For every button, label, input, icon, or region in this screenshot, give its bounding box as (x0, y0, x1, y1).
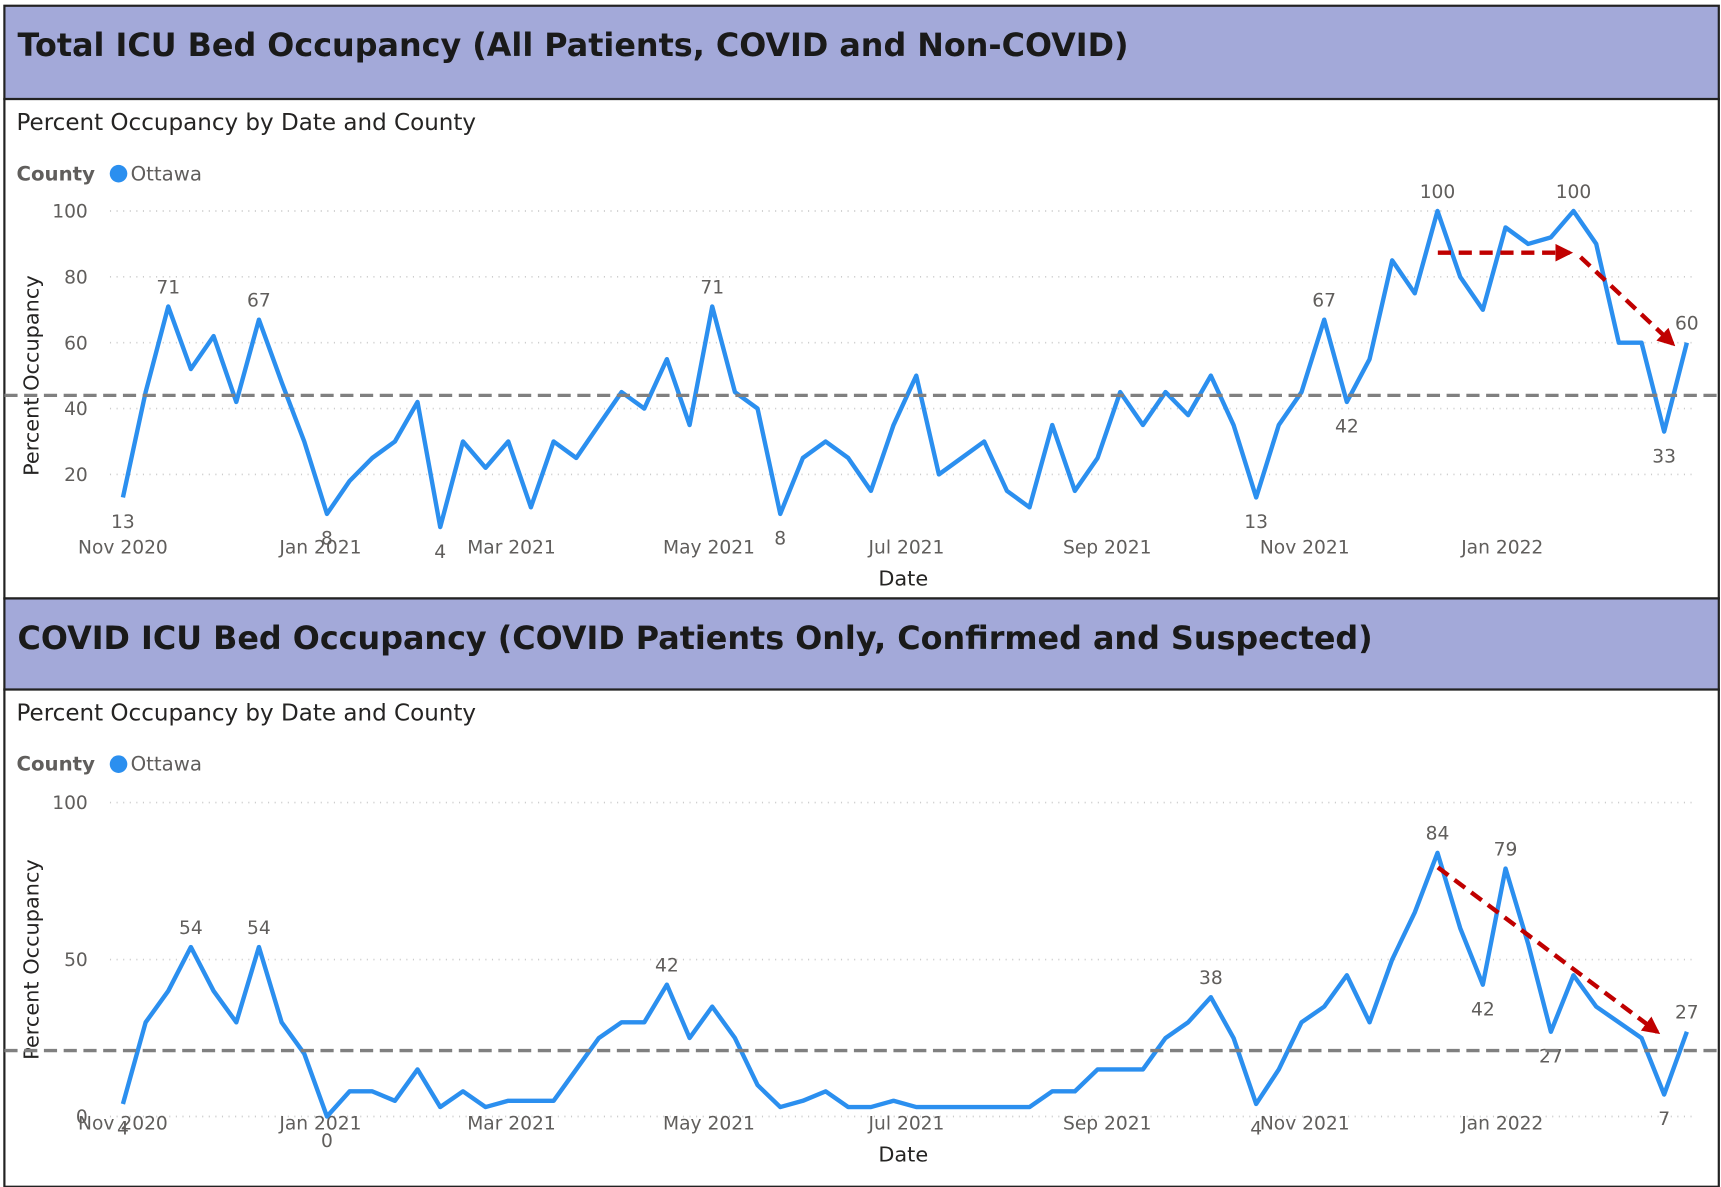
data-label: 13 (111, 512, 135, 533)
x-tick-label: Jan 2021 (278, 1114, 361, 1135)
series-line (120, 850, 1689, 1119)
data-label: 71 (156, 277, 180, 298)
data-label: 0 (321, 1131, 333, 1152)
x-axis-label: Date (878, 566, 928, 590)
chart-panel (3, 688, 1720, 1187)
x-tick-label: Jul 2021 (868, 1114, 945, 1135)
y-tick-label: 100 (52, 202, 88, 223)
data-label: 13 (1244, 512, 1268, 533)
data-label: 33 (1652, 446, 1676, 467)
data-label: 7 (1658, 1109, 1670, 1130)
legend-marker (109, 164, 128, 183)
y-tick-label: 60 (64, 333, 88, 354)
y-axis-label: Percent Occupancy (19, 275, 43, 476)
data-label: 67 (247, 290, 271, 311)
chart-subtitle: Percent Occupancy by Date and County (16, 700, 476, 726)
x-tick-label: Jan 2022 (1460, 537, 1543, 558)
data-label: 84 (1426, 824, 1450, 845)
x-tick-label: Nov 2020 (78, 537, 168, 558)
x-tick-label: Jul 2021 (868, 537, 945, 558)
data-label: 100 (1420, 182, 1456, 203)
data-label: 4 (1250, 1119, 1262, 1140)
data-label: 60 (1675, 314, 1699, 335)
series-line (120, 208, 1689, 530)
x-tick-label: Mar 2021 (467, 1114, 556, 1135)
trend-arrow (1579, 255, 1676, 347)
x-tick-label: May 2021 (663, 1114, 755, 1135)
data-label: 54 (179, 918, 203, 939)
panel-header (3, 597, 1720, 691)
x-tick-label: May 2021 (663, 537, 755, 558)
data-label: 8 (321, 529, 333, 550)
legend-label: Ottawa (131, 162, 202, 185)
trend-arrow (1436, 865, 1661, 1035)
data-label: 27 (1675, 1003, 1699, 1024)
y-axis-label: Percent Occupancy (19, 859, 43, 1060)
data-label: 79 (1494, 839, 1518, 860)
y-tick-label: 40 (64, 399, 88, 420)
legend-title: County (16, 753, 95, 776)
y-tick-label: 100 (52, 793, 88, 814)
legend-title: County (16, 162, 95, 185)
chart-subtitle: Percent Occupancy by Date and County (16, 110, 476, 136)
x-tick-label: Jan 2021 (278, 537, 361, 558)
x-tick-label: Sep 2021 (1063, 537, 1152, 558)
panel-title: COVID ICU Bed Occupancy (COVID Patients … (18, 619, 1373, 657)
y-tick-label: 0 (76, 1107, 88, 1128)
x-tick-label: Nov 2020 (78, 1114, 168, 1135)
data-label: 4 (117, 1119, 129, 1140)
x-tick-label: Nov 2021 (1260, 1114, 1350, 1135)
legend-label: Ottawa (131, 753, 202, 776)
annotation-arrows (1436, 243, 1676, 1035)
data-label: 4 (434, 542, 446, 563)
data-label: 100 (1556, 182, 1592, 203)
data-label: 8 (774, 529, 786, 550)
data-label: 38 (1199, 968, 1223, 989)
y-tick-label: 80 (64, 267, 88, 288)
data-label: 71 (700, 277, 724, 298)
x-tick-label: Mar 2021 (467, 537, 556, 558)
panel-title: Total ICU Bed Occupancy (All Patients, C… (18, 26, 1129, 64)
data-label: 42 (1335, 417, 1359, 438)
data-label: 67 (1312, 290, 1336, 311)
x-tick-label: Sep 2021 (1063, 1114, 1152, 1135)
x-axis-label: Date (878, 1142, 928, 1166)
x-tick-label: Nov 2021 (1260, 537, 1350, 558)
y-tick-label: 20 (64, 465, 88, 486)
legend-marker (109, 755, 128, 773)
y-tick-label: 50 (64, 950, 88, 971)
x-tick-label: Jan 2022 (1460, 1114, 1543, 1135)
data-label: 42 (655, 955, 679, 976)
data-label: 54 (247, 918, 271, 939)
data-label: 42 (1471, 999, 1495, 1020)
panel-header (3, 4, 1720, 101)
chart-panel (3, 97, 1720, 600)
